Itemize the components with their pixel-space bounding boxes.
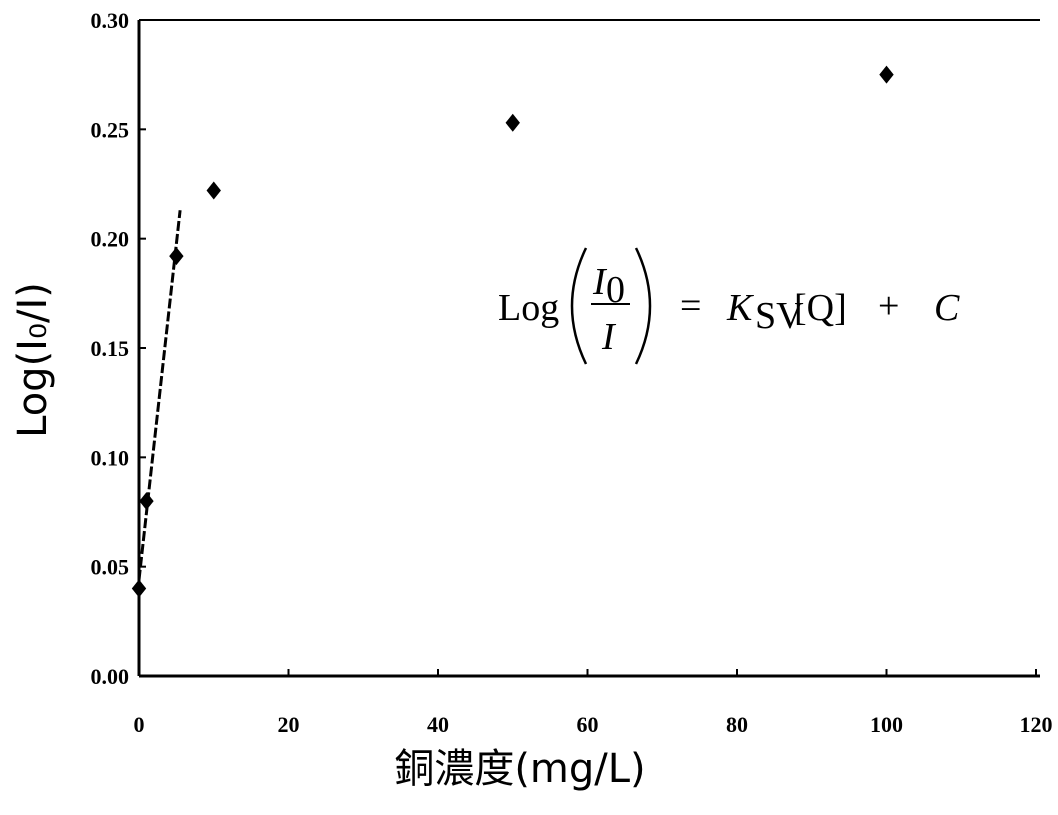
data-point <box>879 65 894 84</box>
equation-annotation: Log I 0 I = K SV [Q] + C <box>498 247 960 365</box>
x-tick-label: 100 <box>870 712 903 737</box>
eq-log: Log <box>498 287 559 329</box>
x-tick-label: 0 <box>134 712 145 737</box>
y-tick-label: 0.20 <box>91 227 130 252</box>
axis-ticks <box>138 19 1037 677</box>
x-tick-label: 40 <box>427 712 449 737</box>
eq-right-paren <box>634 247 652 365</box>
eq-k-sub: SV <box>755 295 804 337</box>
y-tick-label: 0.05 <box>91 555 130 580</box>
eq-plus: + <box>878 285 899 327</box>
data-point <box>131 579 147 598</box>
eq-denominator: I <box>601 316 617 358</box>
y-tick-label: 0.30 <box>91 8 130 33</box>
eq-left-paren <box>570 247 588 365</box>
axis-tick-labels: 0.00 0.05 0.10 0.15 0.20 0.25 0.30 0 20 40 60 80 100… <box>91 8 1053 737</box>
eq-equals: = <box>680 285 701 327</box>
y-axis-title: Log(I₀/I) <box>10 282 56 438</box>
y-tick-label: 0.25 <box>91 117 130 142</box>
x-tick-label: 80 <box>726 712 748 737</box>
data-point <box>505 113 520 132</box>
y-tick-label: 0.15 <box>91 336 130 361</box>
x-axis-title: 銅濃度(mg/L) <box>394 746 645 792</box>
eq-constant: C <box>934 287 960 329</box>
x-tick-label: 60 <box>577 712 599 737</box>
eq-numerator-sub: 0 <box>606 269 625 311</box>
trendline <box>137 210 182 580</box>
eq-bracket-term: [Q] <box>794 287 847 329</box>
data-point <box>139 492 154 511</box>
data-point <box>206 181 221 200</box>
trendline-group <box>137 210 182 580</box>
data-points <box>131 65 894 598</box>
data-point <box>169 247 184 266</box>
x-tick-label: 120 <box>1020 712 1053 737</box>
eq-numerator: I <box>592 261 608 303</box>
x-tick-label: 20 <box>278 712 300 737</box>
eq-k: K <box>726 287 754 329</box>
y-tick-label: 0.00 <box>91 664 130 689</box>
y-tick-label: 0.10 <box>91 445 130 470</box>
